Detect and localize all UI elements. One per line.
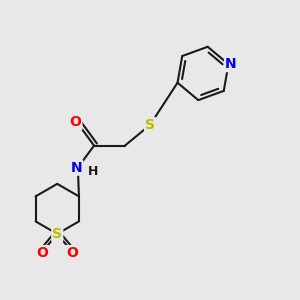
Text: O: O (70, 115, 81, 129)
Text: O: O (66, 246, 78, 260)
Text: S: S (52, 227, 62, 241)
Text: S: S (145, 118, 155, 132)
Text: N: N (225, 57, 237, 71)
Text: O: O (37, 246, 49, 260)
Text: N: N (70, 161, 82, 175)
Text: H: H (88, 165, 98, 178)
